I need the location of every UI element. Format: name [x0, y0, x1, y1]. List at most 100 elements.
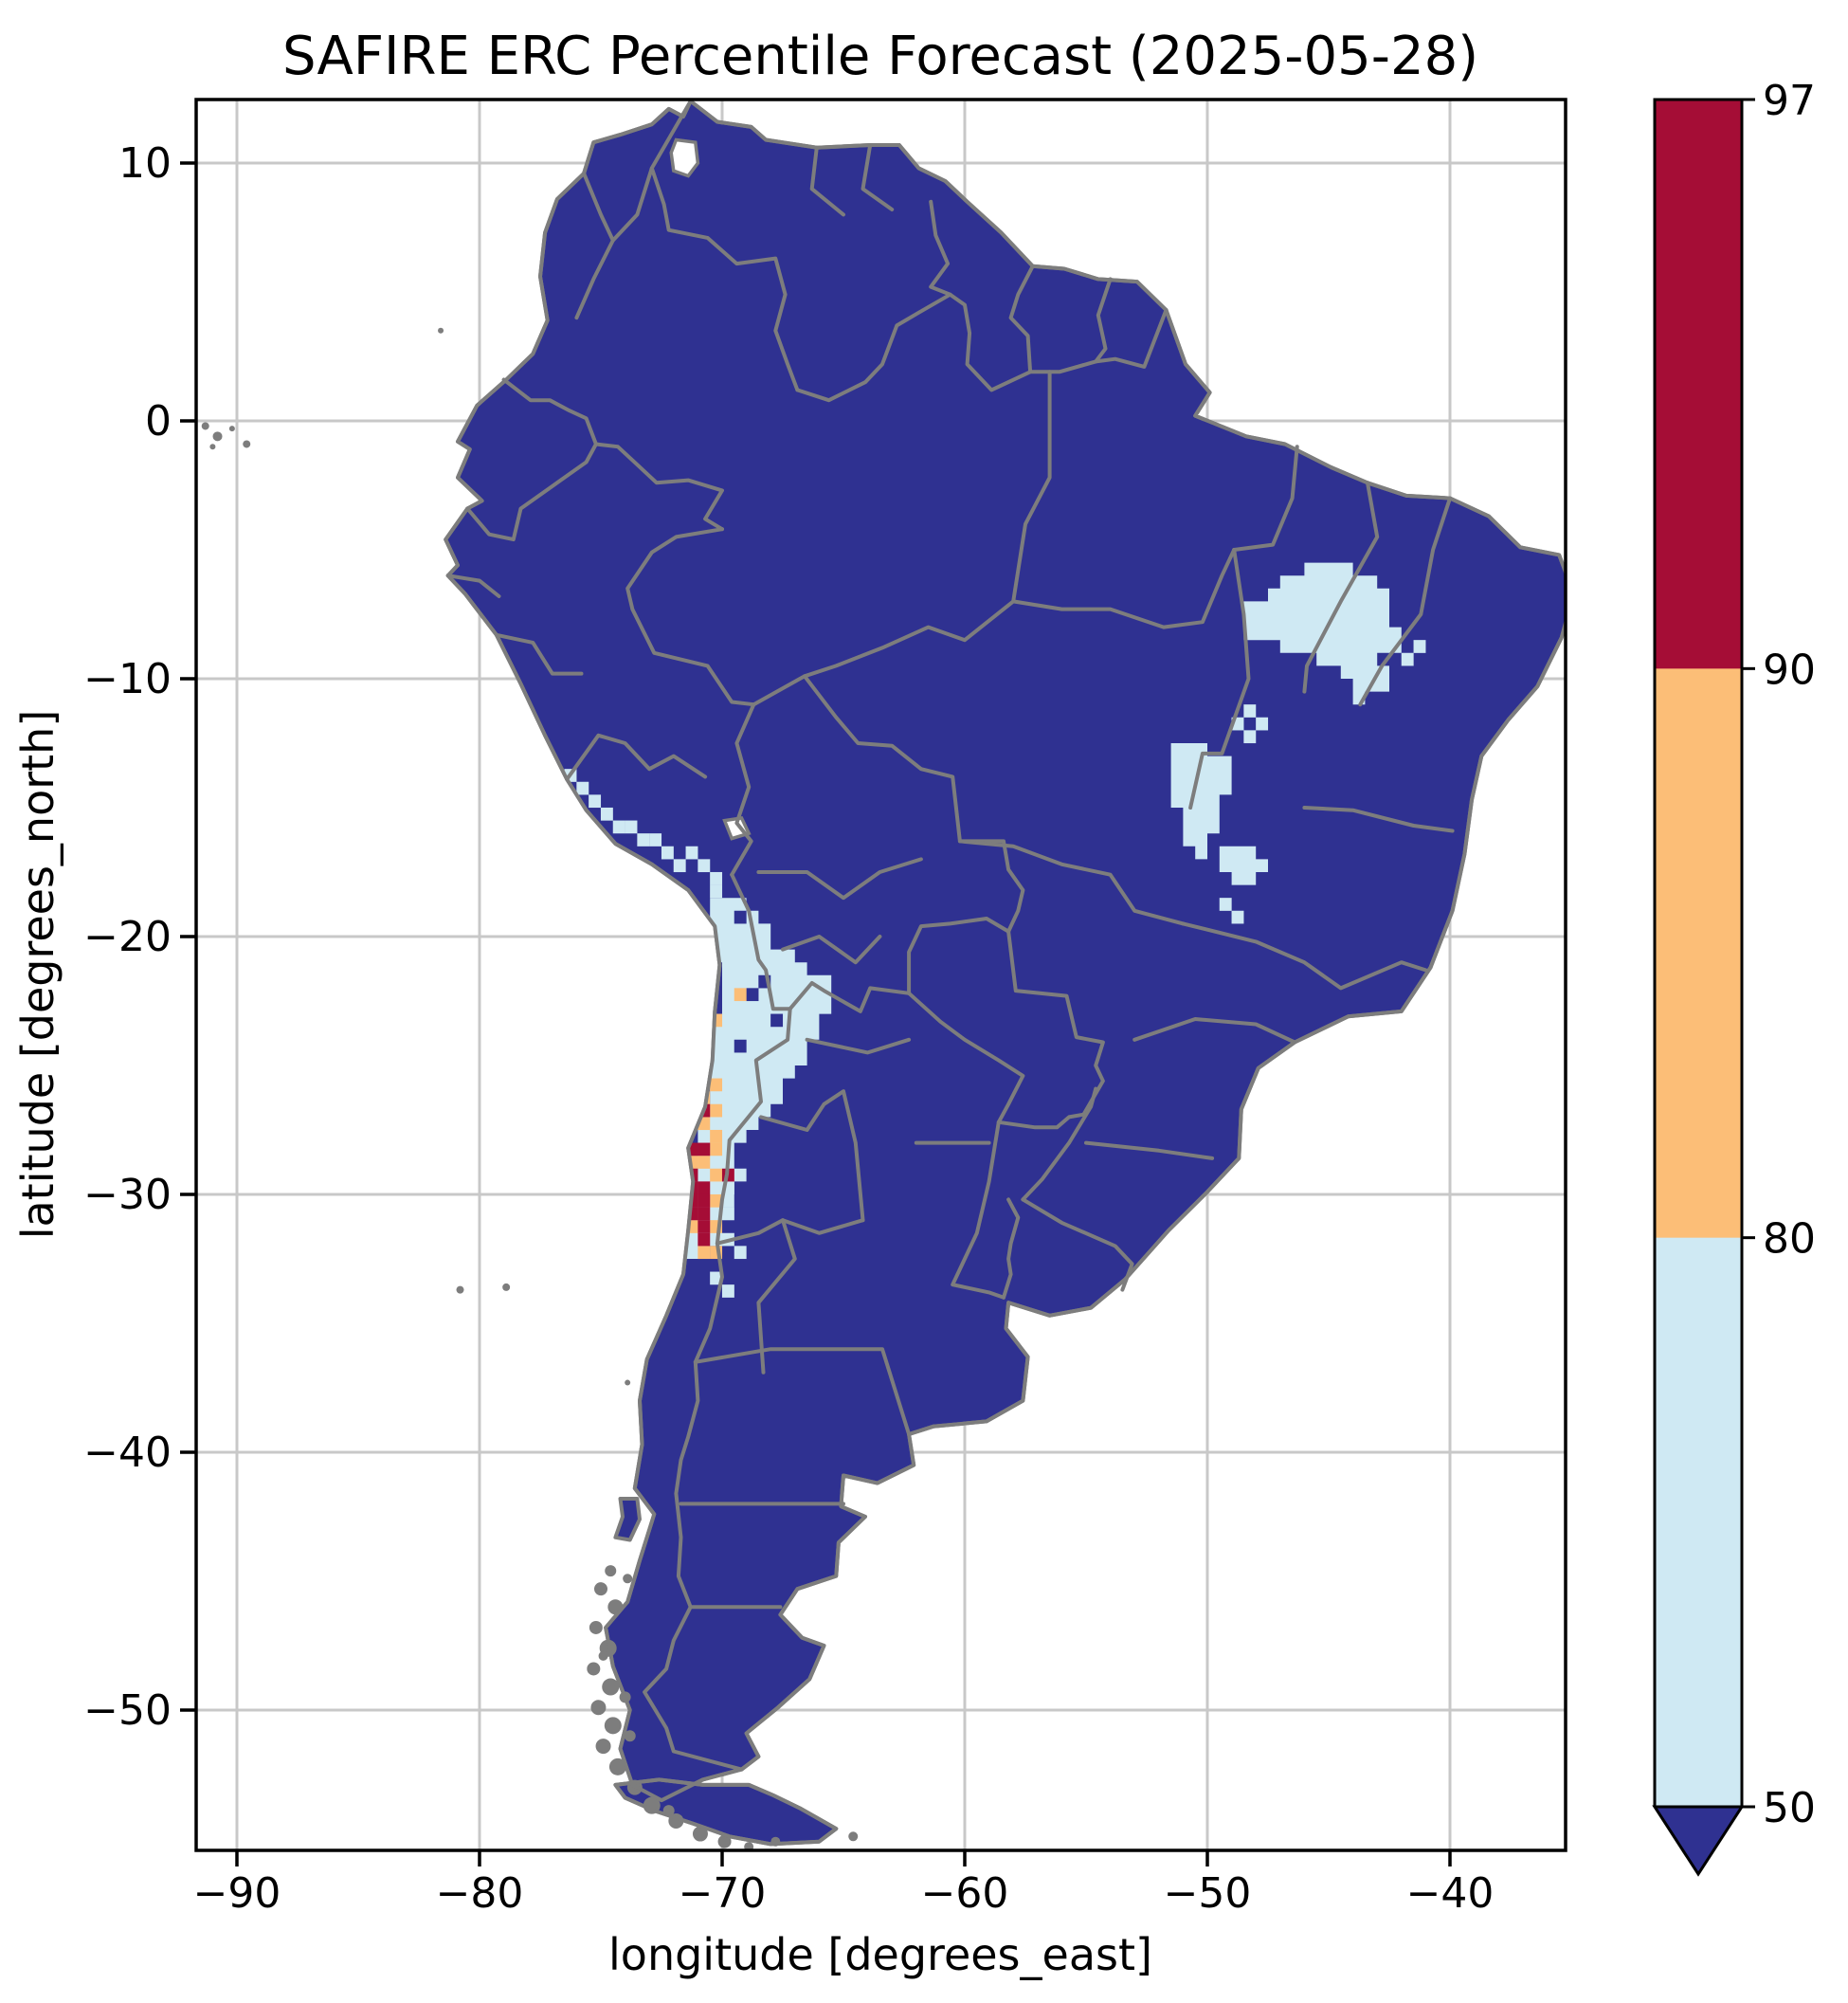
admin-border [1011, 548, 1237, 629]
colorbar-segment-90-97 [1655, 100, 1742, 670]
colorbar-tick-label: 97 [1763, 77, 1816, 125]
admin-border [445, 574, 501, 598]
admin-border [625, 527, 756, 707]
admin-border [752, 674, 1025, 934]
y-tick-label: −20 [83, 913, 172, 961]
admin-border [759, 1089, 865, 1223]
percentile-50-80-cell [698, 859, 711, 873]
percentile-below-50-cell [746, 988, 759, 1002]
percentile-50-80-cell [734, 1246, 747, 1260]
coastline-layer [444, 100, 1566, 1847]
percentile-50-80-cell [1256, 717, 1269, 731]
continent-coastline [444, 100, 1566, 1803]
fjord-archipelago-blob [717, 1834, 732, 1848]
percentile-50-80-patch [1170, 743, 1232, 860]
y-axis-label: latitude [degrees_north] [12, 710, 63, 1240]
admin-borders-layer [445, 100, 1455, 1772]
y-tick-label: −50 [83, 1686, 172, 1735]
percentile-50-80-cell [1243, 730, 1257, 744]
percentile-50-80-cell [589, 794, 602, 809]
admin-border [1006, 929, 1105, 1117]
percentile-below-50-cell [770, 1013, 784, 1028]
fjord-archipelago-blob [605, 1565, 617, 1577]
admin-border [756, 1218, 797, 1375]
admin-border [465, 442, 598, 542]
admin-border [1302, 481, 1380, 694]
fjord-archipelago-blob [594, 1582, 607, 1596]
x-tick-label: −40 [1406, 1869, 1495, 1918]
axes-frame-and-ticks: −90 −80 −70 −60 −50 −40 10 0 −10 −20 −30 −40 −50 [83, 98, 1567, 1918]
percentile-50-80-cell [649, 833, 662, 847]
admin-border [1011, 370, 1052, 604]
percentile-below-50-cell [734, 1039, 747, 1053]
percentile-50-80-patch [1219, 846, 1268, 885]
fjord-archipelago-blob [624, 1730, 636, 1742]
percentile-80-90-cell [710, 1129, 723, 1143]
percentile-80-90-cell [710, 1168, 723, 1182]
admin-border [781, 935, 882, 965]
admin-border [1021, 1086, 1098, 1202]
fjord-archipelago-blob [595, 1739, 611, 1755]
admin-border [1358, 496, 1452, 707]
percentile-50-80-cell [637, 833, 650, 847]
colorbar: 97 90 80 50 [1652, 77, 1816, 1877]
percentile-50-80-cell [600, 807, 613, 821]
admin-border [907, 991, 1086, 1130]
fjord-archipelago-blob [608, 1757, 626, 1775]
admin-border [494, 632, 584, 676]
percentile-50-80-cell [710, 871, 723, 885]
percentile-90-97-cell [698, 1181, 711, 1195]
y-tick-label: −30 [83, 1171, 172, 1219]
small-island [456, 1285, 464, 1294]
colorbar-segment-80-90 [1655, 668, 1742, 1239]
admin-border [1094, 277, 1113, 364]
percentile-80-90-cell [710, 1142, 723, 1156]
admin-border [730, 702, 756, 877]
small-island [848, 1831, 859, 1842]
admin-border [957, 839, 1186, 926]
colorbar-tick-label: 90 [1763, 646, 1816, 694]
admin-border [803, 599, 1016, 679]
x-tick-label: −50 [1164, 1869, 1252, 1918]
admin-border [907, 917, 1011, 995]
colorbar-tick-label: 80 [1763, 1215, 1816, 1264]
admin-border [929, 199, 952, 297]
percentile-80-90-cell [698, 1246, 711, 1260]
admin-border [610, 166, 654, 243]
small-island [438, 327, 444, 334]
y-tick-label: −40 [83, 1429, 172, 1477]
percentile-90-97-cell [698, 1220, 711, 1233]
plot-title: SAFIRE ERC Percentile Forecast (2025-05-… [282, 26, 1478, 87]
percentile-90-97-cell [698, 1193, 711, 1208]
percentile-80-90-cell [710, 1103, 723, 1118]
fjord-archipelago-blob [692, 1826, 708, 1842]
admin-border [715, 1218, 865, 1246]
percentile-50-80-cell [1413, 640, 1426, 653]
percentile-80-90-cell [710, 1193, 723, 1208]
colorbar-under-arrow [1652, 1805, 1745, 1877]
x-tick-label: −70 [679, 1869, 767, 1918]
percentile-50-80-cell [625, 820, 638, 834]
admin-border [805, 1037, 912, 1055]
colorbar-outline [1653, 98, 1744, 1807]
x-tick-label: −60 [921, 1869, 1009, 1918]
percentile-80-90-cell [710, 1078, 723, 1092]
colorbar-segment-50-80 [1655, 1237, 1742, 1808]
percentile-50-80-cell [673, 859, 686, 873]
small-island [625, 1379, 631, 1386]
tdf-coastline [613, 1777, 839, 1847]
fjord-archipelago-blob [590, 1700, 607, 1716]
percentile-80-90-cell [734, 988, 747, 1002]
admin-border [1188, 548, 1251, 810]
percentile-90-97-cell [698, 1232, 711, 1247]
small-island [502, 1283, 511, 1291]
admin-border [649, 100, 800, 392]
admin-border [1002, 1197, 1021, 1300]
fjord-archipelago-blob [587, 1662, 601, 1676]
percentile-50-80-cell [661, 846, 674, 860]
fjord-archipelago-blob [589, 1620, 603, 1634]
admin-border [693, 1347, 912, 1436]
admin-border [951, 1120, 1006, 1300]
